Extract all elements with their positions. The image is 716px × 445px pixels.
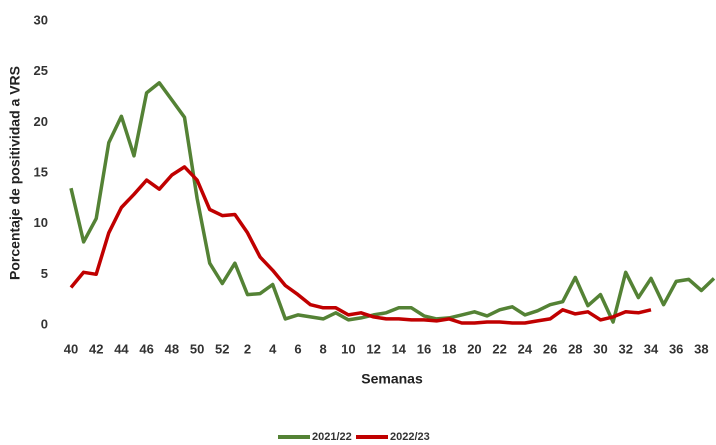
x-tick-label: 26 — [543, 341, 557, 356]
x-tick-label: 28 — [568, 341, 582, 356]
y-tick-label: 10 — [34, 215, 48, 230]
x-tick-label: 20 — [467, 341, 481, 356]
x-tick-label: 44 — [114, 341, 129, 356]
x-tick-label: 36 — [669, 341, 683, 356]
series-line — [69, 165, 652, 325]
x-tick-label: 4 — [269, 341, 277, 356]
y-axis-title: Porcentaje de positividad a VRS — [7, 66, 23, 280]
x-tick-label: 18 — [442, 341, 456, 356]
x-tick-label: 22 — [492, 341, 506, 356]
x-tick-label: 40 — [64, 341, 78, 356]
x-tick-label: 2 — [244, 341, 251, 356]
x-tick-label: 12 — [366, 341, 380, 356]
series-line — [69, 81, 716, 324]
x-tick-label: 16 — [417, 341, 431, 356]
x-tick-label: 42 — [89, 341, 103, 356]
x-tick-label: 48 — [165, 341, 179, 356]
legend-label: 2021/22 — [312, 431, 352, 443]
x-tick-label: 24 — [518, 341, 533, 356]
x-tick-label: 6 — [294, 341, 301, 356]
y-tick-label: 25 — [34, 63, 48, 78]
x-tick-label: 34 — [644, 341, 659, 356]
x-tick-label: 10 — [341, 341, 355, 356]
x-tick-label: 52 — [215, 341, 229, 356]
y-tick-label: 5 — [41, 266, 48, 281]
x-tick-label: 32 — [619, 341, 633, 356]
y-tick-label: 30 — [34, 12, 48, 27]
x-tick-label: 30 — [593, 341, 607, 356]
x-tick-label: 14 — [392, 341, 407, 356]
x-tick-label: 8 — [320, 341, 327, 356]
x-tick-label: 50 — [190, 341, 204, 356]
x-tick-label: 38 — [694, 341, 708, 356]
y-tick-label: 15 — [34, 164, 48, 179]
y-tick-label: 20 — [34, 114, 48, 129]
y-tick-label: 0 — [41, 316, 48, 331]
legend-label: 2022/23 — [390, 431, 430, 443]
x-tick-label: 46 — [139, 341, 153, 356]
x-axis-title: Semanas — [361, 371, 423, 387]
